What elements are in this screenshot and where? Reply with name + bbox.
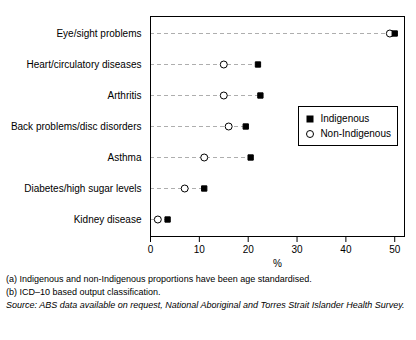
svg-text:Arthritis: Arthritis xyxy=(108,90,142,101)
svg-text:Heart/circulatory diseases: Heart/circulatory diseases xyxy=(26,59,141,70)
svg-text:40: 40 xyxy=(340,244,352,255)
svg-text:50: 50 xyxy=(389,244,401,255)
html-text:Non-Indigenous: Non-Indigenous xyxy=(320,128,391,139)
html-text:(b) ICD–10 based output classi: (b) ICD–10 based output classification. xyxy=(6,287,161,297)
svg-text:Diabetes/high sugar levels: Diabetes/high sugar levels xyxy=(24,183,141,194)
svg-text:20: 20 xyxy=(243,244,255,255)
svg-text:10: 10 xyxy=(194,244,206,255)
svg-text:Back problems/disc disorders: Back problems/disc disorders xyxy=(11,121,142,132)
html-text:Source: ABS data available on: Source: ABS data available on request, N… xyxy=(6,300,405,310)
svg-text:30: 30 xyxy=(291,244,303,255)
html-text:Indigenous: Indigenous xyxy=(320,113,370,124)
svg-text:Eye/sight problems: Eye/sight problems xyxy=(56,28,141,39)
svg-text:%: % xyxy=(273,258,282,269)
svg-text:Asthma: Asthma xyxy=(108,152,142,163)
html-text:(a) Indigenous and non-Indigen: (a) Indigenous and non-Indigenous propor… xyxy=(6,274,312,284)
svg-text:0: 0 xyxy=(148,244,154,255)
svg-text:Kidney disease: Kidney disease xyxy=(74,214,142,225)
